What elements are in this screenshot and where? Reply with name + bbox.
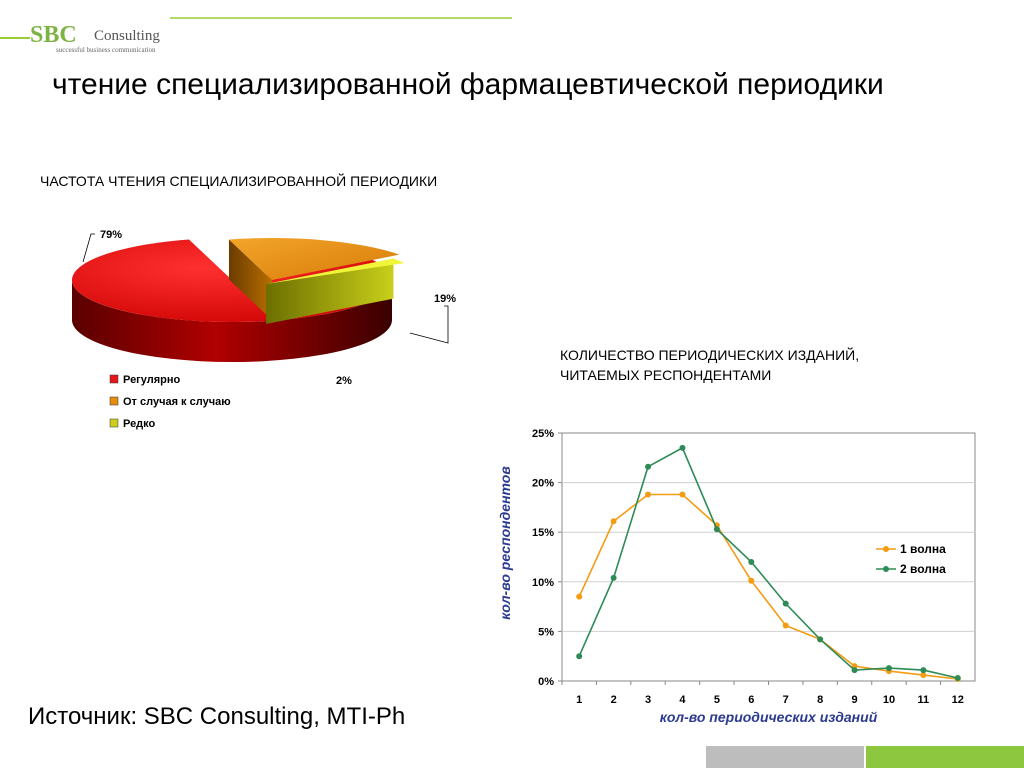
series-1-point (782, 622, 789, 629)
series-2-point (817, 636, 824, 643)
y-tick-label: 5% (538, 626, 554, 638)
series-2-point (576, 653, 583, 660)
series-1-point (920, 672, 927, 679)
x-tick-label: 4 (679, 694, 686, 706)
x-tick-label: 1 (576, 694, 582, 706)
x-tick-label: 12 (952, 694, 964, 706)
pie-slice-occasionally (228, 238, 400, 320)
pie-label-regularly-leader (82, 233, 95, 263)
footer-bar-gray (706, 746, 864, 768)
pie-legend-rarely-swatch (109, 418, 119, 428)
series-2-point (713, 526, 720, 533)
x-tick-label: 5 (714, 694, 720, 706)
series-1-point (748, 577, 755, 584)
series-2-point (920, 667, 927, 674)
pie-slice-rarely (266, 258, 405, 324)
y-tick-label: 0% (538, 676, 554, 688)
footer-bar-green (866, 746, 1024, 768)
pie-chart: 79% 19% 2% Регулярно От случая к случаю Редк… (72, 229, 456, 430)
source-note: Источник: SBC Consulting, MTI-Ph (28, 703, 406, 730)
pie-slice-rarely-face (266, 258, 394, 324)
pie-slices (72, 238, 405, 362)
legend-label-2: 2 волна (900, 562, 946, 576)
series-2-point (645, 463, 652, 470)
line-chart-title-line-1: КОЛИЧЕСТВО ПЕРИОДИЧЕСКИХ ИЗДАНИЙ, (560, 347, 860, 363)
x-tick-label: 2 (611, 694, 617, 706)
page-title: чтение специализированной фармацевтическ… (52, 68, 884, 101)
sbc-consulting-logo: SBC Consulting successful business commu… (0, 17, 512, 54)
series-2 (576, 444, 961, 682)
x-tick-label: 9 (851, 694, 857, 706)
pie-legend: Регулярно От случая к случаю Редко (109, 374, 231, 430)
legend-marker-1 (883, 546, 889, 552)
logo-word: Consulting (94, 28, 160, 44)
pie-legend-regularly-label: Регулярно (123, 374, 181, 386)
x-tick-label: 7 (783, 694, 789, 706)
line-chart-title-line-2: ЧИТАЕМЫХ РЕСПОНДЕНТАМИ (560, 367, 772, 383)
x-tick-label: 6 (748, 694, 754, 706)
logo-mark: SBC (30, 22, 77, 48)
series-2-point (851, 667, 858, 674)
legend-marker-2 (883, 566, 889, 572)
pie-label-regularly: 79% (100, 229, 122, 241)
x-tick-label: 10 (883, 694, 895, 706)
pie-legend-occasionally-label: От случая к случаю (123, 396, 231, 408)
legend-label-1: 1 волна (900, 542, 946, 556)
pie-slice-rarely-top (266, 258, 405, 284)
x-tick-label: 11 (918, 694, 930, 706)
y-tick-label: 10% (532, 577, 554, 589)
series-2-point (954, 675, 961, 682)
pie-label-occasionally-leader (409, 305, 449, 344)
pie-chart-title: ЧАСТОТА ЧТЕНИЯ СПЕЦИАЛИЗИРОВАННОЙ ПЕРИОД… (40, 173, 438, 189)
series-1-point (576, 593, 583, 600)
y-tick-label: 15% (532, 527, 554, 539)
logo-tagline: successful business communication (56, 46, 156, 54)
pie-legend-rarely-label: Редко (123, 418, 156, 430)
line-chart: 0%5%10%15%20%25%1 2 3 4 5 6 7 8 9 10 11 121 волна2 … (497, 428, 976, 725)
series-2-point (885, 665, 892, 672)
pie-label-rarely: 2% (336, 375, 352, 387)
pie-label-occasionally: 19% (434, 293, 456, 305)
pie-slice-occasionally-top (228, 238, 400, 280)
pie-legend-regularly-swatch (109, 374, 119, 384)
series-1-line (578, 493, 958, 680)
pie-legend-occasionally-swatch (109, 396, 119, 406)
pie-slice-occasionally-face (228, 239, 272, 320)
line-chart-title: КОЛИЧЕСТВО ПЕРИОДИЧЕСКИХ ИЗДАНИЙ, ЧИТАЕМ… (560, 345, 980, 385)
pie-data-labels: 79% 19% 2% (82, 229, 456, 387)
series-1-point (645, 491, 652, 498)
pie-slice-regularly-side (72, 280, 392, 362)
series-2-line (578, 446, 958, 679)
x-axis-title: кол-во периодических изданий (660, 709, 878, 725)
series-2-point (748, 558, 755, 565)
y-axis-title: кол-во респондентов (497, 466, 513, 620)
series-2-point (610, 574, 617, 581)
series-1-point (679, 491, 686, 498)
y-tick-label: 25% (532, 428, 554, 440)
series-2-point (782, 600, 789, 607)
plot-area (561, 432, 976, 682)
series-2-point (679, 444, 686, 451)
x-tick-label: 8 (817, 694, 823, 706)
x-tick-label: 3 (645, 694, 651, 706)
y-tick-label: 20% (532, 478, 554, 490)
series-1-point (610, 518, 617, 525)
